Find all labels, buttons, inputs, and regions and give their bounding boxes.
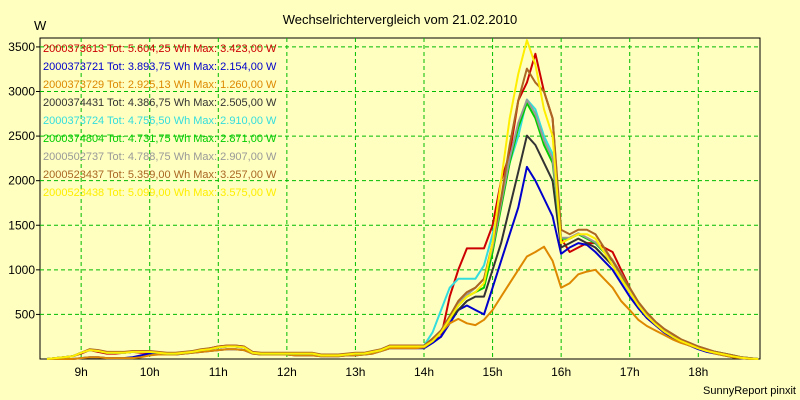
credit-label: SunnyReport pinxit [703, 385, 796, 397]
x-tick-label: 12h [277, 365, 297, 379]
legend: 2000373613 Tot: 5.604,25 Wh Max: 3.423,0… [43, 43, 277, 199]
x-tick-label: 16h [551, 365, 571, 379]
y-tick-label: 3000 [8, 85, 35, 99]
y-tick-label: 2000 [8, 174, 35, 188]
legend-entry-2000523438: 2000523438 Tot: 5.099,00 Wh Max: 3.575,0… [43, 187, 277, 199]
y-tick-label: 500 [15, 307, 35, 321]
legend-entry-2000502737: 2000502737 Tot: 4.788,75 Wh Max: 2.907,0… [43, 151, 277, 163]
legend-entry-2000373724: 2000373724 Tot: 4.756,50 Wh Max: 2.910,0… [43, 115, 277, 127]
legend-entry-2000373729: 2000373729 Tot: 2.925,13 Wh Max: 1.260,0… [43, 79, 277, 91]
x-tick-label: 14h [414, 365, 434, 379]
legend-entry-2000374431: 2000374431 Tot: 4.386,75 Wh Max: 2.505,0… [43, 97, 277, 109]
x-tick-label: 13h [345, 365, 365, 379]
x-tick-label: 15h [483, 365, 503, 379]
x-tick-label: 9h [74, 365, 87, 379]
axes: 500 1000 1500 2000 2500 3000 3500 9h 10h 11h 12h 13… [8, 40, 708, 379]
y-tick-label: 2500 [8, 129, 35, 143]
legend-entry-2000523437: 2000523437 Tot: 5.359,00 Wh Max: 3.257,0… [43, 169, 277, 181]
legend-entry-2000374804: 2000374804 Tot: 4.731,75 Wh Max: 2.871,0… [43, 133, 277, 145]
x-tick-label: 10h [140, 365, 160, 379]
x-tick-label: 17h [620, 365, 640, 379]
y-tick-label: 3500 [8, 40, 35, 54]
x-tick-label: 18h [688, 365, 708, 379]
y-tick-label: 1000 [8, 263, 35, 277]
legend-entry-2000373721: 2000373721 Tot: 3.893,75 Wh Max: 2.154,0… [43, 61, 277, 73]
series-line-2000373729 [46, 245, 759, 360]
y-axis-unit-label: W [34, 18, 47, 33]
series-lines [46, 39, 759, 360]
chart-title: Wechselrichtervergleich vom 21.02.2010 [283, 12, 518, 27]
series-line-2000523438 [46, 39, 759, 360]
y-tick-label: 1500 [8, 218, 35, 232]
x-tick-label: 11h [209, 365, 228, 379]
legend-entry-2000373613: 2000373613 Tot: 5.604,25 Wh Max: 3.423,0… [43, 43, 277, 55]
grid [40, 38, 760, 359]
